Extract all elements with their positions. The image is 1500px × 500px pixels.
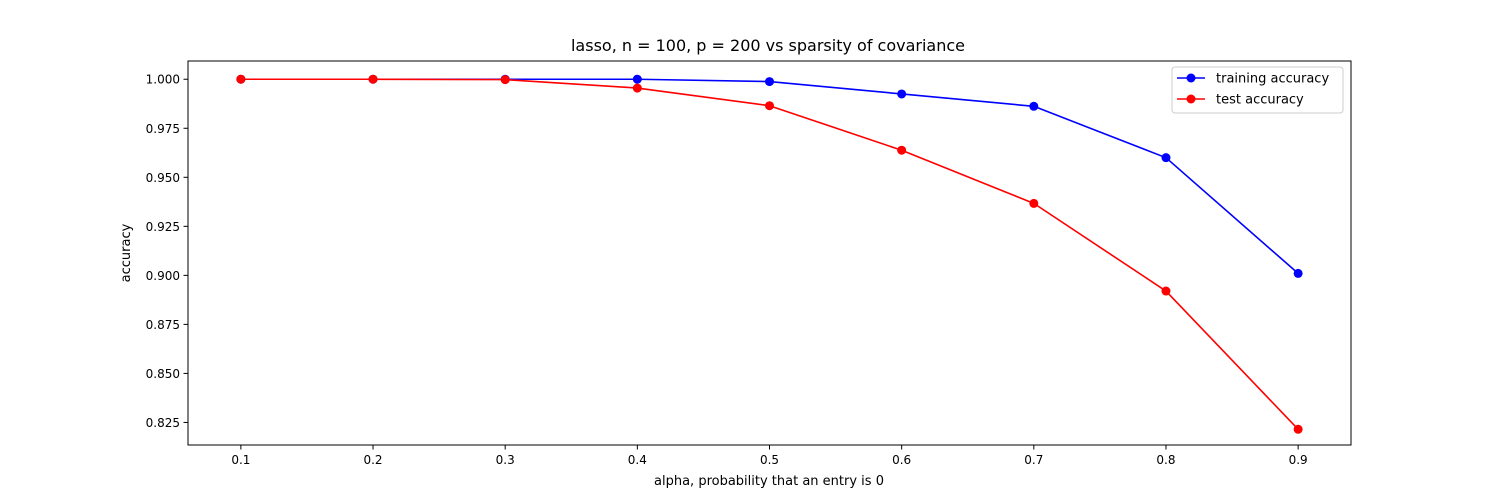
y-tick-label: 0.925: [146, 220, 180, 234]
legend-label: training accuracy: [1216, 72, 1329, 87]
data-point: [1293, 268, 1303, 278]
legend-label: test accuracy: [1216, 93, 1304, 108]
y-tick-label: 0.875: [146, 318, 180, 332]
x-tick-label: 0.3: [496, 453, 515, 467]
x-tick-label: 0.5: [760, 453, 779, 467]
data-point: [1161, 286, 1171, 296]
x-tick-label: 0.9: [1289, 453, 1308, 467]
data-point: [632, 74, 642, 84]
data-point: [765, 101, 774, 111]
series-layer: [236, 74, 1303, 434]
data-point: [897, 89, 907, 99]
x-tick-label: 0.4: [628, 453, 647, 467]
legend-marker: [1186, 73, 1196, 83]
y-tick-label: 0.950: [146, 171, 180, 185]
y-axis-label: accuracy: [119, 223, 134, 282]
y-tick-label: 0.900: [146, 269, 180, 283]
plot-frame: [187, 60, 1352, 446]
data-point: [1293, 424, 1303, 434]
data-point: [500, 75, 510, 85]
legend-box: [1171, 66, 1344, 114]
chart-title: lasso, n = 100, p = 200 vs sparsity of c…: [571, 36, 965, 55]
legend: training accuracy test accuracy: [1171, 66, 1344, 114]
x-tick-label: 0.7: [1024, 453, 1043, 467]
x-axis-label: alpha, probability that an entry is 0: [654, 474, 884, 489]
chart-title-group: lasso, n = 100, p = 200 vs sparsity of c…: [571, 36, 965, 55]
x-tick-label: 0.6: [892, 453, 911, 467]
data-point: [765, 77, 774, 87]
y-tick-label: 0.825: [146, 416, 180, 430]
data-point: [1161, 153, 1171, 163]
data-point: [1029, 198, 1039, 208]
data-point: [897, 145, 907, 155]
data-point: [632, 83, 642, 93]
x-tick-label: 0.8: [1156, 453, 1175, 467]
x-tick-label: 0.1: [231, 453, 250, 467]
data-point: [236, 74, 246, 84]
legend-marker: [1186, 94, 1196, 104]
data-point: [1029, 101, 1039, 111]
y-tick-label: 0.975: [146, 122, 180, 136]
y-tick-label: 0.850: [146, 367, 180, 381]
x-tick-label: 0.2: [363, 453, 382, 467]
y-tick-label: 1.000: [146, 73, 180, 87]
y-axis: 0.825 0.850 0.875 0.900 0.925 0.950 0.975 1.000: [146, 73, 188, 430]
plot-area: [188, 61, 1351, 445]
x-axis: 0.1 0.2 0.3 0.4 0.5 0.6 0.7 0.8 0.9: [231, 445, 1308, 467]
series-1: [236, 74, 1303, 434]
data-point: [368, 74, 378, 84]
